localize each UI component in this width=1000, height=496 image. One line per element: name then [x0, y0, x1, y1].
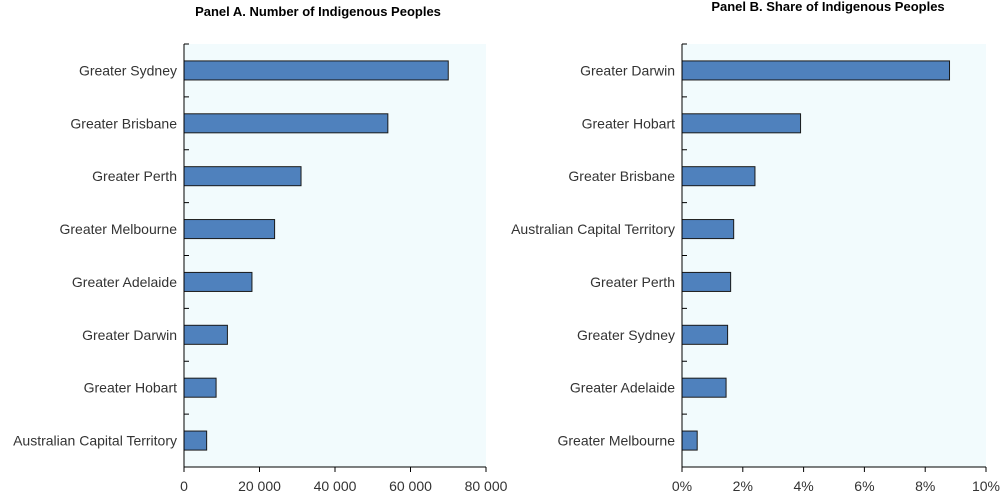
panel-b-category-label: Greater Brisbane: [568, 168, 675, 184]
panel-b-category-label: Greater Perth: [590, 274, 675, 290]
panel-b-category-label: Greater Hobart: [582, 115, 675, 131]
panel-b-bar: [681, 113, 802, 134]
panel-b-bar: [681, 219, 735, 240]
panel-b-bar: [681, 377, 727, 398]
panel-a-category-label: Greater Melbourne: [59, 221, 177, 237]
panel-b-bar: [681, 430, 698, 451]
panel-a-title: Panel A. Number of Indigenous Peoples: [195, 4, 441, 19]
panel-a-category-label: Greater Sydney: [79, 62, 177, 78]
panel-a-x-tick-label: 60 000: [389, 478, 432, 494]
panel-a-x-tick-label: 80 000: [465, 478, 508, 494]
panel-b-x-tick-label: 4%: [793, 478, 813, 494]
panel-b-bar: [681, 271, 732, 292]
panel-a-category-label: Greater Perth: [92, 168, 177, 184]
panel-a-x-tick-label: 40 000: [314, 478, 357, 494]
panel-b-bar: [681, 166, 756, 187]
panel-a-plot-background: [184, 44, 486, 467]
panel-b-x-tick-label: 2%: [733, 478, 753, 494]
panel-a-bar: [183, 430, 208, 451]
panel-a-bar: [183, 219, 276, 240]
panel-a-category-label: Greater Darwin: [82, 327, 177, 343]
panel-a-bar: [183, 60, 449, 81]
panel-b-category-label: Greater Adelaide: [570, 380, 675, 396]
panel-b-category-label: Greater Darwin: [580, 62, 675, 78]
panel-b-category-label: Greater Sydney: [577, 327, 675, 343]
panel-a-x-tick-label: 20 000: [238, 478, 281, 494]
panel-a-category-label: Greater Hobart: [84, 380, 177, 396]
panel-a-category-label: Greater Adelaide: [72, 274, 177, 290]
panel-b-share-chart: Panel B. Share of Indigenous Peoples Gre…: [511, 0, 1000, 494]
panel-a-bar: [183, 113, 389, 134]
panel-b-category-label: Greater Melbourne: [557, 433, 675, 449]
panel-b-plot-background: [682, 44, 986, 467]
panel-a-x-tick-label: 0: [180, 478, 188, 494]
panel-b-bar: [681, 60, 951, 81]
panel-b-x-tick-label: 0%: [672, 478, 692, 494]
panel-b-bar: [681, 324, 729, 345]
panel-a-category-label: Australian Capital Territory: [13, 433, 177, 449]
panel-b-title: Panel B. Share of Indigenous Peoples: [711, 0, 944, 14]
panel-a-number-chart: Panel A. Number of Indigenous Peoples Gr…: [13, 4, 508, 494]
panel-a-category-label: Greater Brisbane: [70, 115, 177, 131]
panel-b-category-label: Australian Capital Territory: [511, 221, 675, 237]
panel-a-bar: [183, 377, 217, 398]
panel-b-x-tick-label: 6%: [854, 478, 874, 494]
panel-b-x-tick-label: 8%: [915, 478, 935, 494]
panel-a-bar: [183, 166, 302, 187]
panel-a-bar: [183, 271, 253, 292]
panel-b-x-tick-label: 10%: [972, 478, 1000, 494]
panel-a-bar: [183, 324, 228, 345]
